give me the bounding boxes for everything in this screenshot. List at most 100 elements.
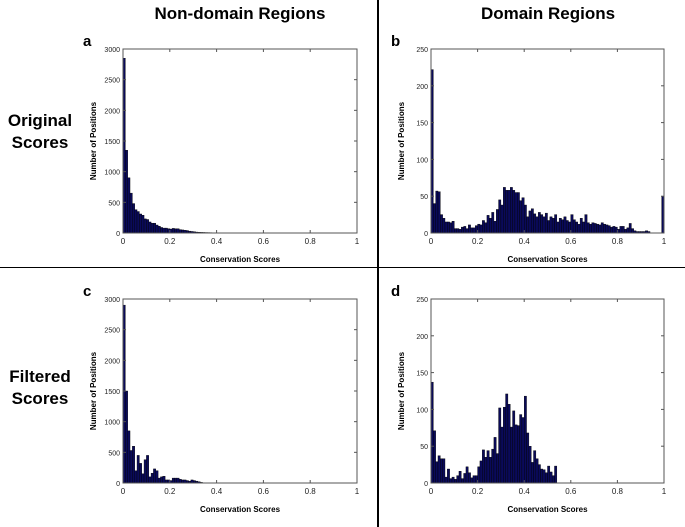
histogram-bar <box>451 221 455 234</box>
histogram-bar <box>143 218 147 234</box>
y-tick-label: 200 <box>416 334 428 341</box>
histogram-bar <box>153 468 156 484</box>
histogram-bar <box>174 477 178 484</box>
x-tick-label: 0 <box>429 237 434 246</box>
histogram-bar <box>577 223 581 234</box>
histogram-bar <box>461 226 464 234</box>
histogram-bar <box>174 228 178 234</box>
row-header-original-line1: Original <box>7 111 73 130</box>
histogram-bar <box>134 209 138 234</box>
row-header-original: Original Scores <box>0 110 80 154</box>
y-tick-label: 1500 <box>104 139 120 146</box>
y-tick-label: 50 <box>420 194 428 201</box>
histogram-bar <box>565 220 569 234</box>
histogram-bar <box>512 190 516 234</box>
histogram-bar <box>489 218 492 234</box>
histogram-bar <box>584 214 588 234</box>
histogram-bar <box>519 200 523 234</box>
x-axis-label: Conservation Scores <box>507 505 588 514</box>
x-tick-label: 1 <box>662 487 667 496</box>
histogram-bar <box>456 475 460 484</box>
panel-letter: a <box>83 33 92 50</box>
histogram-bar <box>176 228 180 234</box>
histogram-bar <box>526 216 530 234</box>
histogram-bar <box>582 221 585 234</box>
histogram-bar <box>136 211 140 234</box>
y-tick-label: 0 <box>424 231 428 238</box>
histogram-bar <box>146 219 149 234</box>
histogram-bar <box>132 203 135 234</box>
x-tick-label: 0 <box>121 487 126 496</box>
histogram-bar <box>134 470 138 484</box>
histogram-bar <box>150 472 154 484</box>
histogram-bar <box>551 218 555 234</box>
histogram-bar <box>157 226 161 234</box>
x-tick-label: 0.8 <box>612 237 624 246</box>
histogram-bar <box>171 477 175 484</box>
histogram-bar <box>150 222 154 234</box>
histogram-bar <box>517 192 520 234</box>
histogram-bar <box>563 216 567 234</box>
histogram-bar <box>148 221 152 234</box>
histogram-bar <box>505 393 509 484</box>
histogram-bar <box>463 473 467 484</box>
chart-panel-a: 0 0.2 0.4 0.6 0.8 1 0 500 1000 1500 2000 2500 3000 Co… <box>83 33 360 264</box>
histogram-bar <box>535 458 539 484</box>
column-header-domain: Domain Regions <box>480 4 616 23</box>
x-tick-label: 0.4 <box>211 237 223 246</box>
histogram-bar <box>530 208 534 234</box>
x-axis-label: Conservation Scores <box>507 255 588 264</box>
histogram-bar <box>153 222 156 234</box>
histogram-bar <box>125 390 128 484</box>
plot-frame <box>122 298 358 484</box>
plot-frame <box>430 48 665 234</box>
histogram-bar <box>139 463 142 484</box>
histogram-bar <box>141 215 145 234</box>
histogram-bar <box>139 213 142 234</box>
histogram-bar <box>605 224 609 234</box>
histogram-bar <box>127 430 131 484</box>
histogram-bar <box>440 214 443 234</box>
panel-letter: d <box>391 283 400 300</box>
histogram-bar <box>554 465 558 484</box>
histogram-bar <box>442 458 446 484</box>
histogram-bar <box>486 215 490 234</box>
histogram-bar <box>549 471 553 484</box>
histogram-bar <box>530 462 534 484</box>
x-tick-label: 0.2 <box>472 487 484 496</box>
plot-frame <box>122 48 358 234</box>
row-header-filtered-line1: Filtered <box>9 367 71 386</box>
histogram-bar <box>610 226 613 234</box>
histogram-bar <box>433 203 436 234</box>
y-tick-label: 150 <box>416 121 428 128</box>
histogram-bar <box>463 226 467 234</box>
histogram-bar <box>514 192 518 234</box>
histogram-bar <box>598 224 602 234</box>
chart-panel-c: 0 0.2 0.4 0.6 0.8 1 0 500 1000 1500 2000 2500 3000 Co… <box>83 283 360 514</box>
x-tick-label: 1 <box>662 237 667 246</box>
histogram-bar <box>148 476 152 484</box>
histogram-bar <box>178 229 182 234</box>
y-tick-label: 100 <box>416 407 428 414</box>
histogram-bar <box>586 222 590 234</box>
histogram-bar <box>561 219 565 234</box>
histogram-bar <box>621 226 625 234</box>
x-tick-label: 0.6 <box>258 237 270 246</box>
x-tick-label: 1 <box>355 487 360 496</box>
y-tick-label: 500 <box>108 450 120 457</box>
histogram-bar <box>503 187 506 234</box>
histogram-bar <box>510 426 513 484</box>
x-tick-label: 0.8 <box>305 237 317 246</box>
histogram-bar <box>579 218 583 234</box>
histogram-bar <box>514 424 518 484</box>
histogram-bar <box>505 190 509 234</box>
y-tick-label: 3000 <box>104 297 120 304</box>
x-tick-label: 0.4 <box>211 487 223 496</box>
histogram-bar <box>575 221 578 234</box>
y-tick-label: 50 <box>420 444 428 451</box>
histogram-bar <box>547 465 551 484</box>
histogram-bar <box>496 453 499 484</box>
histogram-bar <box>549 216 553 234</box>
histogram-bar <box>157 477 161 484</box>
